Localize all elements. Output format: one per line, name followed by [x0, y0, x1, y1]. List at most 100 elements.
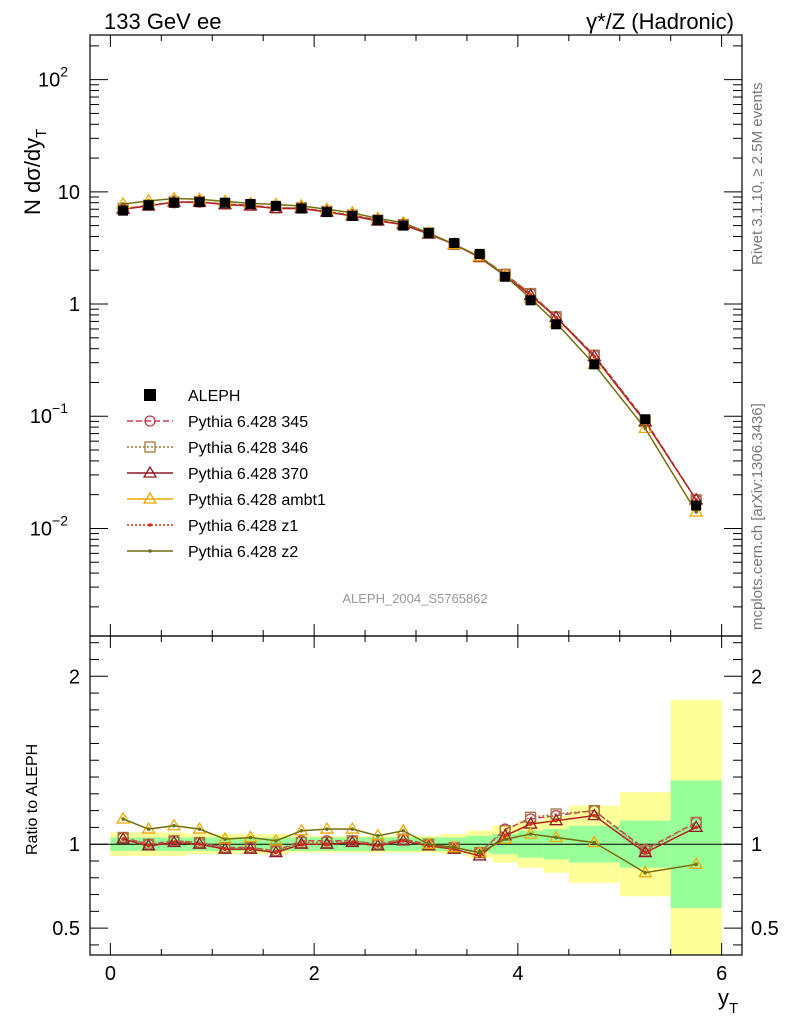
ratio-series-marker — [274, 839, 278, 843]
ratio-series-marker — [197, 842, 202, 846]
x-tick-label: 4 — [512, 963, 523, 985]
ratio-series-marker — [115, 811, 131, 824]
ratio-series-marker — [503, 833, 507, 838]
ratio-series-marker — [294, 836, 309, 849]
y-tick-label: 102 — [38, 64, 68, 92]
ratio-series-marker — [523, 826, 538, 839]
ratio-series-marker — [643, 850, 648, 855]
ratio-series-marker — [375, 833, 380, 838]
ratio-series-marker — [528, 832, 533, 836]
main-series-marker — [689, 504, 704, 517]
ratio-series-marker — [587, 808, 602, 821]
ratio-series-marker — [319, 836, 335, 849]
header-left: 133 GeV ee — [104, 9, 221, 34]
data-point — [449, 238, 460, 249]
data-point — [118, 205, 129, 216]
y-tick-label-base: 10 — [38, 70, 60, 92]
ratio-y-axis-ticks: 0.5 0.5 1 1 2 2 — [52, 642, 779, 946]
x-tick-label: 0 — [105, 963, 116, 985]
ratio-series-marker — [452, 845, 457, 850]
ratio-series-marker — [121, 817, 125, 821]
ratio-series-marker — [223, 847, 227, 852]
x-axis-ticks: 0 2 4 6 — [105, 35, 727, 985]
main-series-p370 — [115, 194, 704, 505]
x-tick-label: 2 — [309, 963, 320, 985]
legend: ALEPH Pythia 6.428 345 Pythia 6.428 346 Pyt… — [127, 388, 326, 561]
y-tick-label-base: 1 — [69, 294, 80, 316]
ratio-series-marker — [172, 840, 176, 845]
main-y-axis-title: N dσ/dyT — [20, 129, 50, 215]
ratio-series-marker — [477, 850, 482, 855]
ratio-series-marker — [345, 835, 360, 848]
data-point — [296, 203, 307, 214]
ratio-y-tick-label-left: 0.5 — [52, 918, 80, 940]
ratio-series-marker — [248, 847, 253, 852]
main-series-line — [123, 197, 697, 513]
ratio-series-marker — [396, 823, 411, 836]
legend-marker — [148, 523, 152, 527]
ratio-series-marker — [166, 835, 182, 848]
y-tick-label: 10−1 — [30, 400, 68, 428]
ratio-series-marker — [528, 822, 533, 826]
ratio-series-marker — [243, 830, 258, 843]
x-axis-title-sub: T — [729, 1000, 738, 1017]
legend-label: Pythia 6.428 346 — [188, 440, 308, 457]
y-tick-label-base: 10 — [30, 406, 52, 428]
ratio-series-marker — [472, 848, 487, 861]
ratio-series-line — [122, 809, 697, 854]
legend-marker — [144, 441, 156, 453]
ratio-series-marker — [294, 823, 309, 836]
data-point — [169, 197, 180, 208]
ratio-series-marker — [115, 831, 131, 844]
data-point — [270, 200, 281, 211]
main-series-p346 — [117, 195, 702, 506]
ratio-series-marker — [401, 839, 406, 843]
ratio-series-marker — [248, 835, 253, 840]
main-series-marker — [592, 354, 597, 359]
ratio-series-marker — [592, 813, 597, 818]
y-tick-label-exponent: −2 — [52, 512, 68, 528]
ratio-series-marker — [146, 844, 151, 848]
ratio-series-marker — [548, 813, 564, 826]
data-point — [347, 210, 358, 221]
y-tick-label-exponent: −1 — [52, 400, 68, 416]
data-point — [372, 215, 383, 226]
data-point — [589, 359, 600, 370]
ratio-series-marker — [643, 870, 648, 875]
main-series-p345 — [117, 196, 702, 506]
ratio-series-marker — [401, 828, 406, 833]
ratio-series-marker — [350, 840, 355, 845]
ratio-series-marker — [426, 842, 431, 846]
ratio-series-marker — [299, 828, 304, 833]
ratio-series-marker — [689, 857, 704, 869]
legend-marker-data — [144, 389, 156, 401]
main-series-marker — [643, 426, 648, 431]
ratio-series-marker — [166, 818, 182, 831]
data-point — [551, 319, 562, 330]
ratio-series-marker — [274, 850, 278, 855]
side-text-bottom: mcplots.cern.ch [arXiv:1306.3436] — [749, 403, 766, 630]
legend-label-data: ALEPH — [188, 388, 240, 405]
main-series-marker — [121, 202, 125, 206]
main-y-axis-title-main: N dσ/dy — [20, 138, 45, 215]
ratio-series-marker — [172, 823, 176, 828]
legend-marker — [142, 465, 158, 478]
ratio-series-marker — [223, 837, 227, 841]
legend-label: Pythia 6.428 370 — [188, 466, 308, 483]
data-point — [640, 414, 651, 425]
data-point — [398, 220, 409, 231]
y-tick-label-base: 10 — [58, 182, 80, 204]
ratio-series-line — [122, 809, 697, 854]
ratio-series-marker — [299, 842, 304, 846]
ratio-series-marker — [325, 827, 329, 831]
data-point — [500, 271, 511, 282]
data-point — [219, 197, 230, 208]
data-point — [423, 227, 434, 238]
legend-label: Pythia 6.428 z2 — [188, 544, 298, 561]
ratio-series-marker — [319, 821, 335, 834]
x-tick-label: 6 — [716, 963, 727, 985]
ratio-y-tick-label-left: 1 — [69, 834, 80, 856]
y-tick-label-base: 10 — [30, 518, 52, 540]
legend-label: Pythia 6.428 345 — [188, 414, 308, 431]
